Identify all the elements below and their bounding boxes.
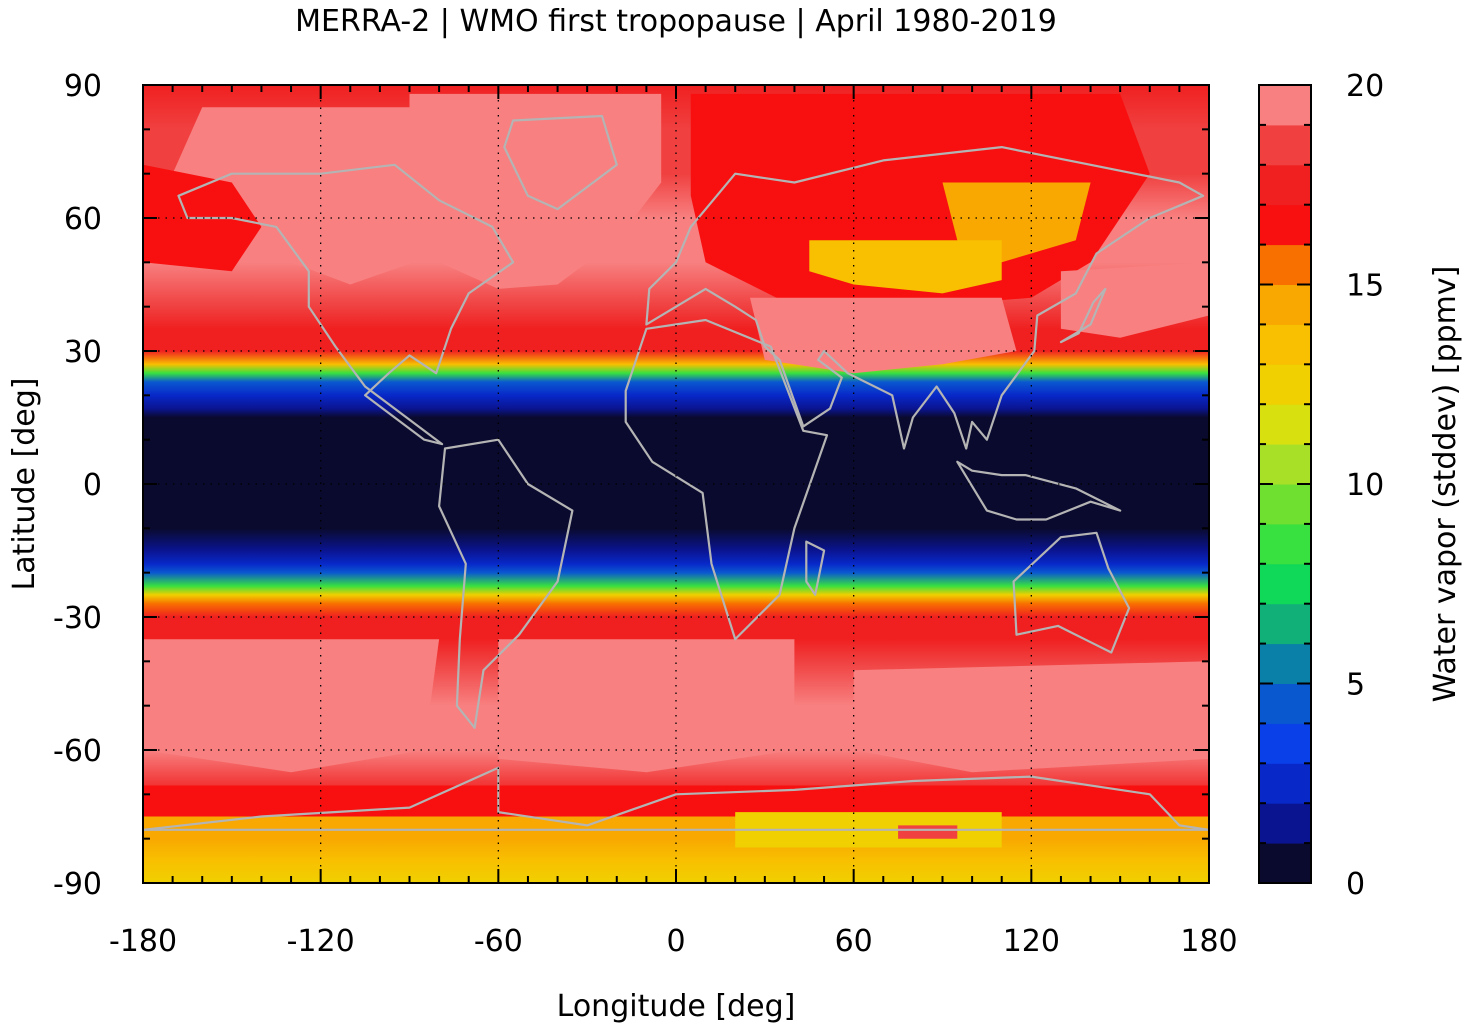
y-tick-label: -30 [53,601,102,636]
colorbar-swatch [1259,723,1311,764]
south-america-coastline [438,438,574,729]
axis-ticks [142,84,1210,884]
colorbar-tick-labels: 0 5 10 15 20 [1346,69,1384,902]
indonesia-coastline [956,460,1122,521]
eurasia-red-patch [690,93,1150,307]
colorbar-swatch [1259,164,1311,206]
colorbar-tick-label: 0 [1346,867,1365,902]
central-asia-yellow-patch [809,240,1002,294]
colorbar-swatch [1259,523,1311,565]
y-tick-label: 60 [64,202,102,237]
x-tick-label: 60 [835,924,873,959]
colorbar-swatch [1259,85,1311,126]
colorbar-swatch [1259,643,1311,684]
colorbar-ticks [1259,84,1311,884]
x-tick-label: 0 [666,924,685,959]
colorbar-swatch [1259,484,1311,525]
colorbar-tick-label: 5 [1346,668,1365,703]
antarctica-coastline [143,766,1209,831]
coastlines [143,114,1209,831]
north-america-coastline [177,163,515,446]
colorbar-swatch [1259,364,1311,405]
y-tick-labels: -90 -60 -30 0 30 60 90 [53,69,102,902]
x-tick-label: 180 [1180,924,1237,959]
x-tick-label: -60 [474,924,523,959]
australia-coastline [1012,531,1131,654]
colorbar-swatch [1259,284,1311,325]
chart-title: MERRA-2 | WMO first tropopause | April 1… [295,4,1057,39]
colorbar-swatch [1259,563,1311,605]
colorbar-swatch [1259,404,1311,445]
colorbar-tick-label: 20 [1346,69,1384,104]
heatmap-field [143,85,1209,883]
colorbar-label: Water vapor (stddev) [ppmv] [1428,266,1463,703]
colorbar-swatch [1259,803,1311,844]
africa-coastline [624,318,829,641]
y-tick-label: 0 [83,468,102,503]
colorbar-swatch [1259,124,1311,166]
colorbar-swatch [1259,444,1311,485]
colorbar-swatch [1259,324,1311,365]
greenland-coastline [503,114,618,211]
x-tick-label: 120 [1003,924,1060,959]
y-tick-label: 90 [64,69,102,104]
asia-monsoon-high-patch [750,297,1017,374]
y-tick-label: -60 [53,734,102,769]
japan-coastline [1059,287,1107,344]
colorbar-swatch [1259,603,1311,645]
x-tick-labels: -180 -120 -60 0 60 120 180 [109,924,1238,959]
colorbar-swatch [1259,843,1311,884]
indian-ocean-high-patch [853,661,1209,773]
y-tick-label: 30 [64,335,102,370]
colorbar [1259,85,1311,884]
colorbar-tick-label: 15 [1346,269,1384,304]
grid-lines [143,85,1209,883]
colorbar-swatch [1259,683,1311,724]
madagascar-coastline [805,540,826,596]
south-pacific-high-patch [143,639,440,773]
antarctic-pale-center [898,825,958,839]
north-pacific-high-patch [1060,262,1209,338]
y-axis-label: Latitude [deg] [7,378,42,591]
colorbar-tick-label: 10 [1346,468,1384,503]
south-atlantic-high-patch [498,639,795,773]
colorbar-swatch [1259,763,1311,804]
antarctic-red-band [143,785,1209,817]
colorbar-swatch [1259,204,1311,246]
x-axis-label: Longitude [deg] [557,989,796,1024]
north-atlantic-high-patch [409,93,662,289]
x-tick-label: -120 [287,924,355,959]
x-tick-label: -180 [109,924,177,959]
colorbar-swatch [1259,244,1311,285]
europe-asia-coastline [645,146,1205,450]
y-tick-label: -90 [53,867,102,902]
